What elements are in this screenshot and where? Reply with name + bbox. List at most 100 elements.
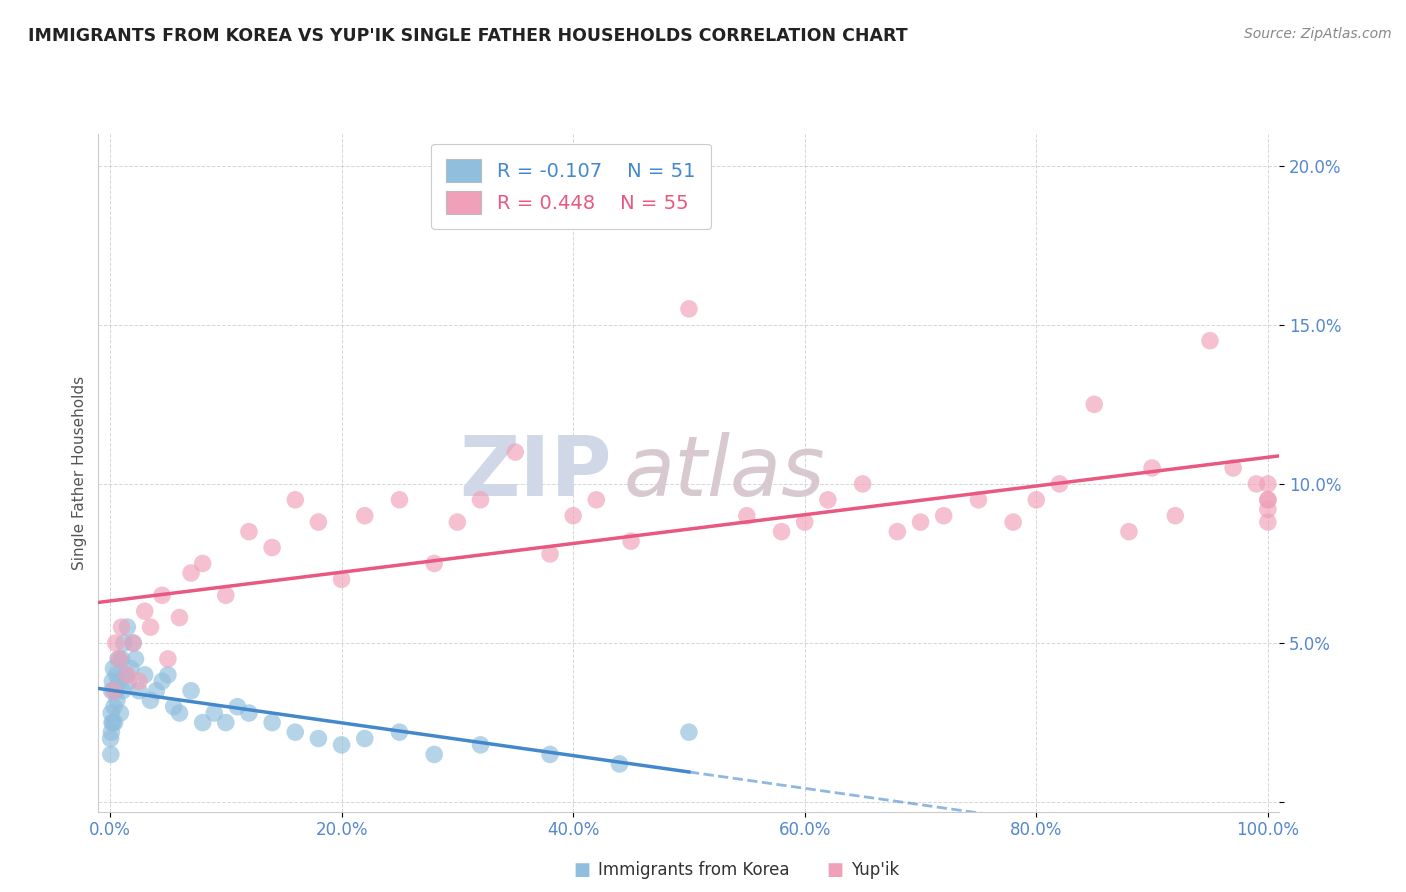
Legend: R = -0.107    N = 51, R = 0.448    N = 55: R = -0.107 N = 51, R = 0.448 N = 55 <box>430 144 711 229</box>
Point <box>678 725 700 739</box>
Point <box>932 508 955 523</box>
Point <box>470 738 492 752</box>
Point <box>609 756 631 771</box>
Point <box>100 706 122 720</box>
Point <box>101 715 124 730</box>
Point <box>215 588 238 602</box>
Point <box>284 725 307 739</box>
Point <box>1164 508 1187 523</box>
Point <box>910 515 932 529</box>
Point <box>103 683 125 698</box>
Point <box>169 706 191 720</box>
Point <box>110 620 132 634</box>
Point <box>620 534 643 549</box>
Point <box>105 693 128 707</box>
Point <box>134 668 156 682</box>
Point <box>735 508 758 523</box>
Point <box>770 524 793 539</box>
Point <box>262 715 284 730</box>
Point <box>115 668 138 682</box>
Point <box>423 747 446 762</box>
Text: atlas: atlas <box>624 433 825 513</box>
Point <box>150 588 173 602</box>
Text: Source: ZipAtlas.com: Source: ZipAtlas.com <box>1244 27 1392 41</box>
Point <box>103 699 125 714</box>
Point <box>103 661 125 675</box>
Point <box>110 652 132 666</box>
Point <box>180 683 202 698</box>
Point <box>169 610 191 624</box>
Point <box>156 668 179 682</box>
Point <box>967 492 990 507</box>
Point <box>585 492 607 507</box>
Point <box>202 706 225 720</box>
Point <box>108 652 131 666</box>
Point <box>139 620 162 634</box>
Point <box>1049 476 1071 491</box>
Point <box>1222 461 1244 475</box>
Point <box>104 683 127 698</box>
Point <box>852 476 875 491</box>
Point <box>262 541 284 555</box>
Point <box>100 725 122 739</box>
Point <box>330 573 353 587</box>
Point <box>128 674 150 689</box>
Point <box>156 652 179 666</box>
Point <box>150 674 173 689</box>
Point <box>180 566 202 580</box>
Point <box>423 557 446 571</box>
Point <box>122 636 145 650</box>
Point <box>117 668 139 682</box>
Point <box>110 706 132 720</box>
Point <box>100 683 122 698</box>
Point <box>108 674 131 689</box>
Point <box>1025 492 1047 507</box>
Point <box>124 652 146 666</box>
Point <box>1140 461 1163 475</box>
Point <box>470 492 492 507</box>
Point <box>284 492 307 507</box>
Point <box>1199 334 1222 348</box>
Point <box>538 747 561 762</box>
Point <box>163 699 186 714</box>
Text: Yup'ik: Yup'ik <box>851 861 898 879</box>
Point <box>104 636 127 650</box>
Point <box>353 731 375 746</box>
Point <box>120 661 142 675</box>
Text: Immigrants from Korea: Immigrants from Korea <box>598 861 789 879</box>
Point <box>1257 502 1279 516</box>
Point <box>1083 397 1105 411</box>
Point <box>117 674 139 689</box>
Point <box>1257 492 1279 507</box>
Point <box>1118 524 1140 539</box>
Point <box>1257 476 1279 491</box>
Point <box>446 515 468 529</box>
Point <box>122 636 145 650</box>
Point <box>388 725 411 739</box>
Point <box>307 731 329 746</box>
Point <box>817 492 839 507</box>
Point <box>538 547 561 561</box>
Point <box>1246 476 1268 491</box>
Point <box>145 683 167 698</box>
Point <box>105 668 128 682</box>
Point <box>226 699 249 714</box>
Point <box>100 731 122 746</box>
Point <box>107 652 129 666</box>
Point <box>215 715 238 730</box>
Point <box>793 515 815 529</box>
Point <box>388 492 411 507</box>
Point <box>191 715 214 730</box>
Point <box>353 508 375 523</box>
Point <box>101 715 124 730</box>
Text: ■: ■ <box>827 861 844 879</box>
Point <box>112 636 135 650</box>
Point <box>111 683 134 698</box>
Point <box>678 301 700 316</box>
Point <box>1002 515 1025 529</box>
Point <box>503 445 526 459</box>
Point <box>238 706 260 720</box>
Point <box>1257 515 1279 529</box>
Point <box>101 674 124 689</box>
Point <box>100 747 122 762</box>
